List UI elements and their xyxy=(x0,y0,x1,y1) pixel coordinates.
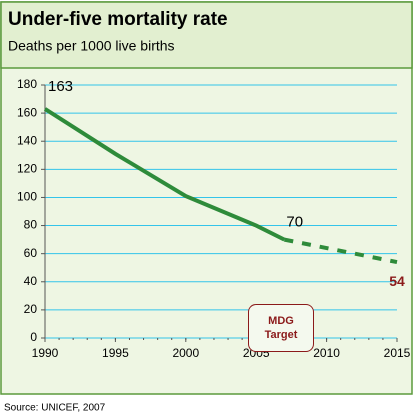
source: Source: UNICEF, 2007 xyxy=(4,403,106,414)
x-tick-label: 2015 xyxy=(384,346,411,360)
x-tick-label: 1990 xyxy=(32,346,59,360)
y-tick-label: 100 xyxy=(17,190,37,204)
y-tick-label: 160 xyxy=(17,105,37,119)
y-tick-label: 60 xyxy=(24,246,38,260)
line-series xyxy=(283,237,398,265)
data-label: 163 xyxy=(48,78,73,95)
data-label: 70 xyxy=(286,214,303,231)
y-tick-label: 120 xyxy=(17,162,37,176)
x-tick-label: 2010 xyxy=(313,346,340,360)
chart-title: Under-five mortality rate xyxy=(8,9,228,30)
y-tick-label: 40 xyxy=(24,274,38,288)
y-tick-label: 140 xyxy=(17,133,37,147)
x-tick-label: 1995 xyxy=(102,346,129,360)
y-tick-label: 0 xyxy=(30,330,37,344)
header-box xyxy=(0,1,413,69)
mdg-annotation: MDG Target xyxy=(248,304,314,352)
y-tick-label: 20 xyxy=(24,302,38,316)
chart-subtitle: Deaths per 1000 live births xyxy=(8,38,175,54)
line-series xyxy=(43,107,286,242)
y-tick-label: 80 xyxy=(24,218,38,232)
data-label: 54 xyxy=(389,273,405,289)
y-tick-label: 180 xyxy=(17,77,37,91)
x-tick-label: 2000 xyxy=(172,346,199,360)
